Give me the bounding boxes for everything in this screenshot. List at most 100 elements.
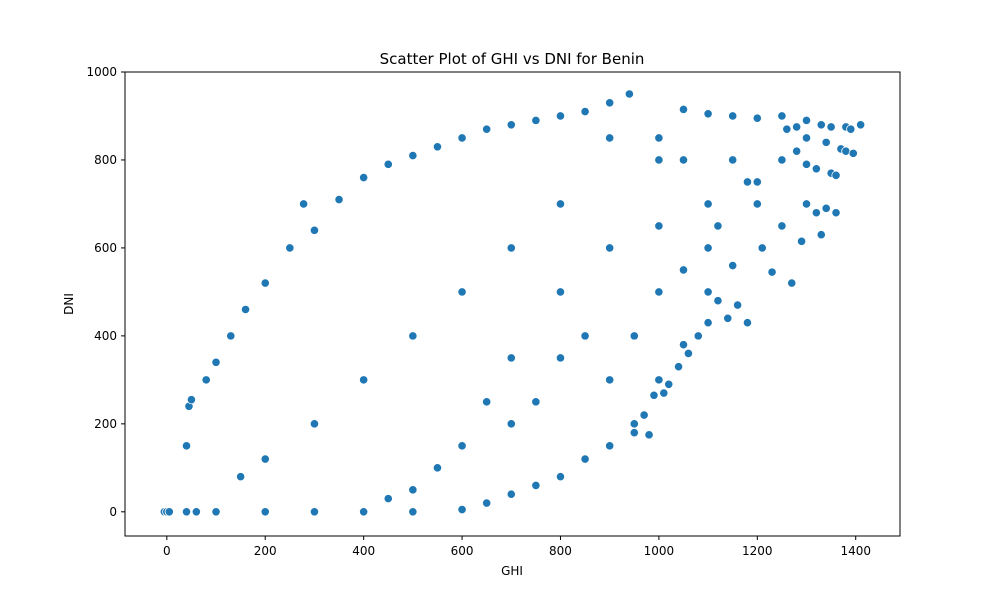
- scatter-point: [801, 133, 812, 143]
- y-tick-label: 800: [94, 153, 117, 167]
- scatter-point: [408, 331, 418, 341]
- scatter-point: [728, 260, 738, 271]
- scatter-point: [506, 120, 516, 130]
- scatter-point: [555, 472, 566, 482]
- scatter-point: [260, 278, 270, 288]
- scatter-point: [848, 148, 858, 158]
- scatter-point: [506, 243, 516, 253]
- scatter-point: [457, 441, 467, 451]
- scatter-point: [506, 419, 516, 429]
- scatter-point: [821, 137, 831, 147]
- scatter-point: [457, 287, 467, 297]
- scatter-point: [309, 419, 320, 429]
- x-tick-label: 0: [163, 544, 171, 558]
- scatter-point: [506, 353, 516, 363]
- scatter-point: [164, 507, 174, 517]
- scatter-point: [664, 379, 674, 389]
- x-axis: 0 200 400 600 800 1000 1200 1400: [163, 536, 871, 558]
- scatter-point: [811, 164, 821, 174]
- scatter-point: [757, 243, 767, 253]
- scatter-point: [728, 111, 738, 121]
- scatter-point: [713, 221, 723, 231]
- scatter-point: [531, 115, 541, 125]
- scatter-point: [181, 441, 192, 451]
- plot-points: [159, 89, 866, 517]
- scatter-point: [191, 507, 201, 517]
- scatter-point: [555, 199, 566, 209]
- scatter-point: [309, 507, 320, 517]
- scatter-point: [723, 313, 733, 323]
- scatter-point: [383, 494, 393, 504]
- scatter-point: [629, 428, 639, 438]
- scatter-point: [673, 362, 684, 372]
- scatter-point: [359, 375, 369, 385]
- x-tick-label: 600: [451, 544, 474, 558]
- x-tick-label: 800: [549, 544, 572, 558]
- scatter-point: [693, 331, 703, 341]
- scatter-point: [211, 357, 221, 367]
- scatter-point: [777, 221, 787, 231]
- scatter-point: [605, 375, 615, 385]
- scatter-point: [186, 395, 197, 405]
- scatter-point: [811, 208, 821, 218]
- scatter-point: [432, 463, 443, 473]
- scatter-point: [831, 208, 841, 218]
- x-axis-label: GHI: [501, 564, 523, 578]
- scatter-point: [605, 133, 615, 143]
- scatter-point: [408, 507, 418, 517]
- scatter-point: [733, 300, 743, 310]
- scatter-point: [703, 318, 713, 328]
- scatter-point: [181, 507, 192, 517]
- scatter-point: [309, 225, 320, 235]
- scatter-point: [580, 454, 590, 464]
- scatter-point: [816, 120, 826, 130]
- scatter-point: [580, 331, 590, 341]
- scatter-point: [236, 472, 246, 482]
- y-axis: 0 200 400 600 800 1000: [86, 65, 125, 519]
- scatter-point: [654, 155, 664, 165]
- scatter-point: [605, 243, 615, 253]
- scatter-point: [654, 375, 664, 385]
- chart-title: Scatter Plot of GHI vs DNI for Benin: [380, 50, 645, 68]
- scatter-point: [432, 142, 443, 152]
- scatter-point: [457, 505, 467, 515]
- scatter-point: [260, 454, 270, 464]
- scatter-point: [782, 124, 792, 134]
- scatter-point: [654, 287, 664, 297]
- scatter-point: [777, 111, 787, 121]
- scatter-point: [457, 133, 467, 143]
- scatter-point: [777, 155, 787, 165]
- scatter-point: [408, 485, 418, 495]
- scatter-point: [629, 331, 639, 341]
- scatter-point: [624, 89, 634, 99]
- scatter-point: [482, 498, 492, 508]
- scatter-point: [752, 177, 762, 187]
- scatter-point: [856, 120, 866, 130]
- scatter-point: [678, 340, 689, 350]
- scatter-point: [742, 318, 753, 328]
- y-tick-label: 1000: [86, 65, 117, 79]
- scatter-point: [678, 265, 689, 275]
- scatter-point: [826, 122, 836, 132]
- scatter-point: [703, 199, 713, 209]
- scatter-point: [659, 388, 669, 398]
- plot-frame: [124, 71, 901, 537]
- scatter-point: [201, 375, 211, 385]
- scatter-point: [821, 203, 831, 213]
- scatter-point: [728, 155, 738, 165]
- scatter-point: [703, 243, 713, 253]
- scatter-point: [831, 170, 841, 180]
- y-tick-label: 600: [94, 241, 117, 255]
- scatter-point: [555, 353, 566, 363]
- scatter-point: [285, 243, 295, 253]
- x-tick-label: 200: [254, 544, 277, 558]
- scatter-point: [792, 122, 802, 132]
- scatter-point: [801, 115, 812, 125]
- scatter-point: [649, 390, 659, 400]
- scatter-point: [260, 507, 270, 517]
- scatter-point: [555, 287, 566, 297]
- scatter-point: [796, 236, 807, 246]
- scatter-point: [787, 278, 797, 288]
- scatter-point: [654, 133, 664, 143]
